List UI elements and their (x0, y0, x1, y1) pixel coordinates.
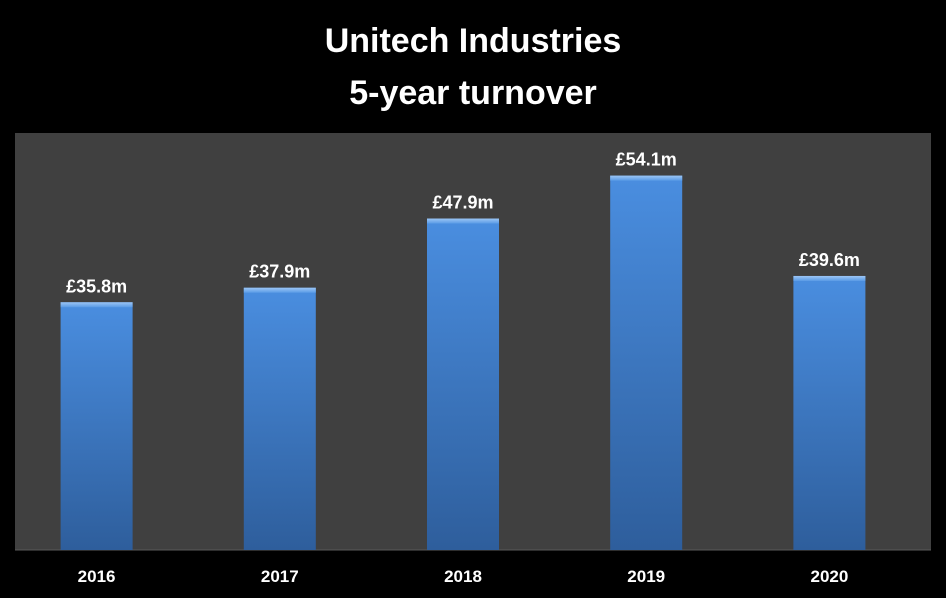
x-tick-label-2016: 2016 (78, 567, 116, 586)
bar-highlight-2019 (610, 175, 683, 181)
x-tick-label-2018: 2018 (444, 567, 482, 586)
bar-highlight-2018 (427, 218, 499, 224)
data-label-2016: £35.8m (66, 276, 127, 296)
data-label-2019: £54.1m (616, 150, 677, 170)
chart-subtitle: 5-year turnover (349, 74, 597, 112)
data-label-2020: £39.6m (799, 250, 860, 270)
bar-2019 (610, 175, 683, 551)
bars-group (60, 175, 866, 551)
bar-highlight-2020 (793, 275, 866, 281)
data-label-2018: £47.9m (432, 193, 493, 213)
data-label-2017: £37.9m (249, 262, 310, 282)
x-tick-label-2017: 2017 (261, 567, 299, 586)
bar-highlight-2017 (243, 287, 316, 293)
bar-2016 (60, 302, 133, 550)
bar-2018 (427, 218, 499, 551)
bar-highlight-2016 (60, 302, 133, 308)
x-tick-labels-group: 2016 2017 2018 2019 2020 (78, 567, 849, 586)
data-labels-group: £35.8m £37.9m £47.9m £54.1m £39.6m (66, 150, 860, 297)
bar-2017 (243, 287, 316, 550)
bar-2020 (793, 275, 866, 550)
x-tick-label-2020: 2020 (810, 567, 848, 586)
chart-title: Unitech Industries (325, 22, 622, 60)
x-tick-label-2019: 2019 (627, 567, 665, 586)
